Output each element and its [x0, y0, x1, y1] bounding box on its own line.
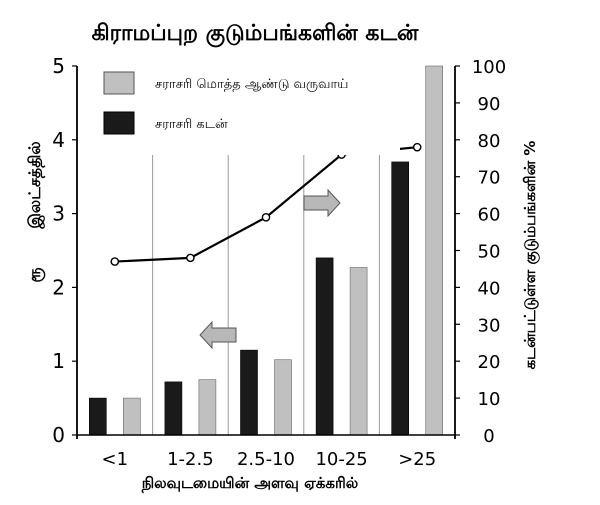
- x-tick-label: 10-25: [315, 449, 367, 470]
- y-right-tick-label: 80: [478, 131, 501, 152]
- y-left-label-text: இலட்சத்தில்: [25, 141, 45, 229]
- y-right-tick-label: 10: [478, 389, 501, 410]
- y-right-tick-label: 90: [478, 94, 501, 115]
- line-point-4: [412, 142, 422, 152]
- legend-label-income: சராசரி மொத்த ஆண்டு வருவாய்: [155, 77, 348, 92]
- y-right-axis-label: கடன்பட்டுள்ள குடும்பங்களின் %: [521, 141, 540, 370]
- line-point-0: [110, 257, 120, 266]
- y-left-tick-label: 4: [52, 128, 65, 152]
- y-right-tick-label: 100: [472, 57, 506, 78]
- line-households-path: [114, 146, 418, 263]
- arrows: [199, 188, 341, 350]
- legend-swatch-income: [103, 71, 135, 95]
- y-left-tick-label: 0: [52, 423, 65, 447]
- legend: சராசரி மொத்த ஆண்டு வருவாய் சராசரி கடன்: [85, 62, 400, 155]
- y-right-tick-label: 20: [478, 352, 501, 373]
- bar-debt-2: [240, 349, 258, 436]
- y-right-tick-label: 40: [478, 278, 501, 299]
- x-tick-label: 2.5-10: [237, 449, 295, 470]
- bar-income-3: [349, 267, 368, 436]
- axes: [76, 66, 456, 439]
- y-left-axis-label: ரூ இலட்சத்தில்: [25, 141, 45, 282]
- bar-income-2: [274, 359, 292, 436]
- y-left-tick-label: 5: [52, 54, 65, 78]
- y-left-tick-label: 2: [52, 275, 65, 299]
- bar-debt-4: [391, 161, 410, 436]
- y-left-tick-label: 1: [52, 349, 65, 373]
- bar-debt-3: [315, 257, 334, 436]
- bar-income-1: [198, 379, 217, 436]
- y-right-tick-label: 50: [478, 242, 501, 263]
- bar-income-4: [425, 65, 444, 436]
- arrow-right-to-right-axis: [303, 188, 341, 218]
- bars: [89, 65, 444, 436]
- bar-income-0: [123, 397, 141, 436]
- chart-title: கிராமப்புற குடும்பங்களின் கடன்: [92, 21, 419, 48]
- y-left-tick-label: 3: [52, 202, 65, 226]
- x-tick-label: <1: [102, 449, 129, 470]
- legend-box: [85, 62, 400, 155]
- y-right-tick-label: 30: [478, 315, 501, 336]
- bar-debt-0: [89, 397, 107, 436]
- line-point-1: [186, 253, 195, 263]
- line-point-2: [261, 212, 271, 222]
- line-series: [110, 142, 422, 266]
- arrow-left-to-left-axis: [199, 320, 237, 350]
- y-right-tick-label: 60: [478, 205, 501, 226]
- bar-debt-1: [164, 381, 183, 436]
- x-tick-label: 1-2.5: [167, 449, 214, 470]
- y-left-label-unit: ரூ: [25, 268, 45, 283]
- legend-swatch-debt: [103, 111, 135, 135]
- x-axis-label: நிலவுடமையின் அளவு ஏக்கரில்: [141, 474, 359, 493]
- x-tick-label: >25: [398, 449, 436, 470]
- legend-label-debt: சராசரி கடன்: [155, 117, 228, 132]
- y-right-tick-label: 0: [483, 426, 494, 447]
- y-right-tick-label: 70: [478, 168, 501, 189]
